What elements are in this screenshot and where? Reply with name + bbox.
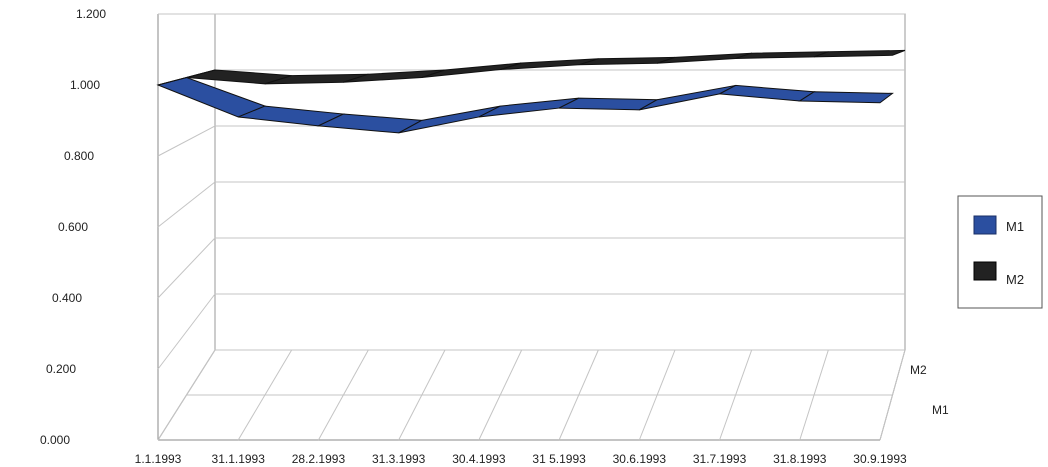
ribbon-cap: [157, 77, 187, 86]
x-axis-ticks: 1.1.1993 31.1.1993 28.2.1993 31.3.1993 3…: [135, 452, 907, 466]
gridline: [157, 181, 216, 228]
x-tick-label: 31.3.1993: [372, 452, 426, 466]
legend-swatch-m1: [973, 215, 997, 235]
legend: M1 M2: [957, 195, 1043, 309]
y-tick-label: 0.000: [40, 433, 70, 447]
x-tick-label: 1.1.1993: [135, 452, 182, 466]
depth-axis-labels: M2 M1: [910, 363, 949, 417]
depth-label-m1: M1: [932, 403, 949, 417]
series-m1: [156, 76, 894, 134]
y-tick-label: 0.400: [52, 291, 82, 305]
x-tick-label: 30.6.1993: [613, 452, 667, 466]
ribbon-segment-m2: [813, 49, 906, 58]
series-ribbons: [156, 49, 906, 134]
y-axis-ticks: 0.000 0.200 0.400 0.600 0.800 1.000 1.20…: [40, 7, 106, 447]
y-tick-label: 1.000: [70, 78, 100, 92]
x-tick-label: 31.7.1993: [693, 452, 747, 466]
x-tick-label: 31.8.1993: [773, 452, 827, 466]
series-m2: [186, 49, 906, 85]
ribbon-cap: [186, 69, 216, 78]
x-tick-label: 31 5.1993: [532, 452, 586, 466]
gridline: [157, 293, 216, 370]
x-tick-label: 30.9.1993: [853, 452, 907, 466]
gridline: [157, 125, 216, 157]
y-tick-label: 0.200: [46, 362, 76, 376]
legend-box: [957, 195, 1043, 309]
x-tick-label: 31.1.1993: [212, 452, 266, 466]
ribbon-segment-m1: [798, 91, 894, 104]
y-tick-label: 1.200: [76, 7, 106, 21]
gridline: [157, 237, 216, 299]
legend-label-m1: M1: [1006, 219, 1024, 234]
x-tick-label: 28.2.1993: [292, 452, 346, 466]
y-tick-label: 0.600: [58, 220, 88, 234]
depth-label-m2: M2: [910, 363, 927, 377]
legend-swatch-m2: [973, 261, 997, 281]
y-tick-label: 0.800: [64, 149, 94, 163]
legend-label-m2: M2: [1006, 272, 1024, 287]
chart-walls: [157, 13, 906, 441]
x-tick-label: 30.4.1993: [452, 452, 506, 466]
